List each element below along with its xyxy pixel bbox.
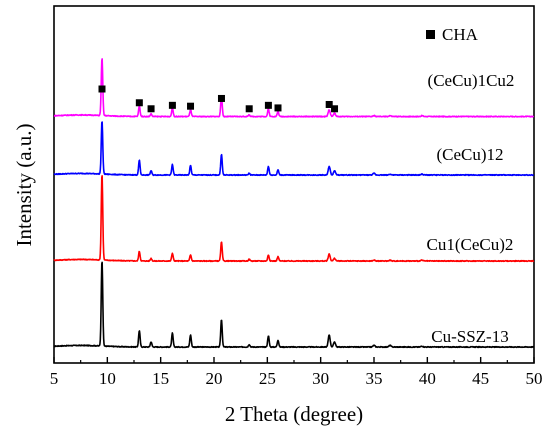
legend-label: CHA — [442, 25, 479, 44]
cha-marker-7 — [264, 101, 272, 109]
cha-marker-5 — [217, 94, 225, 102]
series-line-2 — [53, 121, 535, 177]
cha-marker-3 — [168, 101, 176, 109]
x-axis-title: 2 Theta (degree) — [225, 402, 363, 426]
x-tick-label-3: 20 — [206, 369, 223, 388]
x-tick-label-0: 5 — [50, 369, 59, 388]
x-tick-label-7: 40 — [419, 369, 436, 388]
x-tick-layer: 5 10 15 20 25 30 35 40 45 50 — [50, 357, 543, 388]
cha-marker-10 — [331, 105, 339, 113]
cha-marker-8 — [274, 104, 282, 112]
series-line-1 — [53, 175, 535, 263]
legend: CHA — [426, 25, 479, 44]
cha-marker-6 — [245, 105, 253, 113]
y-axis-title: Intensity (a.u.) — [12, 123, 36, 246]
plot-frame — [53, 5, 535, 364]
series-line-3 — [53, 58, 535, 118]
series-label-1: Cu1(CeCu)2 — [427, 235, 514, 254]
cha-marker-9 — [325, 100, 333, 108]
cha-marker-0 — [98, 85, 106, 93]
series-label-3: (CeCu)1Cu2 — [428, 71, 515, 90]
x-tick-label-8: 45 — [472, 369, 489, 388]
series-label-layer: Cu-SSZ-13 Cu1(CeCu)2 (CeCu)12 (CeCu)1Cu2 — [427, 71, 515, 346]
x-tick-label-5: 30 — [312, 369, 329, 388]
x-tick-label-1: 10 — [99, 369, 116, 388]
cha-marker-2 — [147, 105, 155, 113]
cha-marker-1 — [135, 99, 143, 107]
legend-square-icon — [426, 30, 435, 39]
x-tick-label-4: 25 — [259, 369, 276, 388]
series-line-0 — [53, 261, 535, 349]
series-label-0: Cu-SSZ-13 — [431, 327, 508, 346]
cha-marker-layer — [98, 85, 339, 113]
series-layer — [53, 58, 535, 349]
x-tick-label-2: 15 — [152, 369, 169, 388]
cha-marker-4 — [187, 102, 195, 110]
x-tick-label-9: 50 — [526, 369, 543, 388]
x-tick-label-6: 35 — [366, 369, 383, 388]
series-label-2: (CeCu)12 — [436, 145, 503, 164]
